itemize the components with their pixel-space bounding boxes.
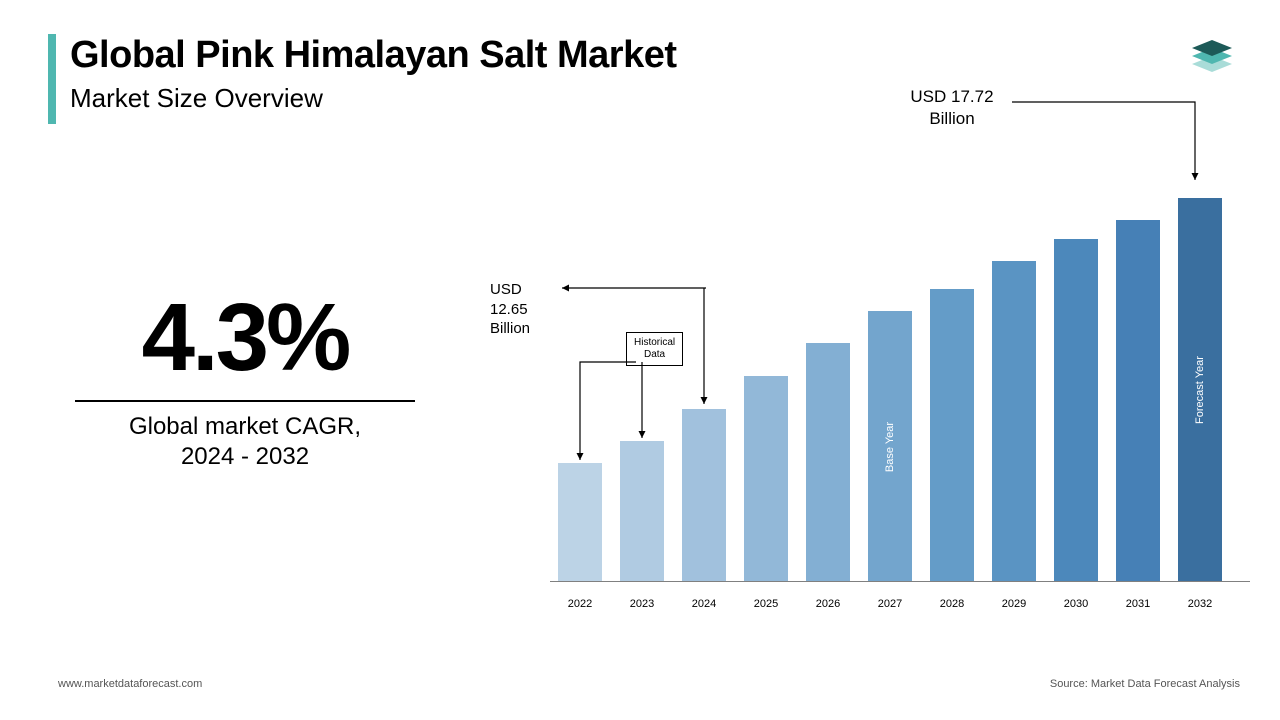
cagr-percent: 4.3% <box>55 290 435 386</box>
bar-2024 <box>682 409 726 582</box>
bar-chart: Base Year Forecast Year 2022 2023 2024 2025 2… <box>550 170 1250 610</box>
bar-inner-label: Forecast Year <box>1194 356 1206 424</box>
x-label: 2023 <box>620 598 664 610</box>
callout-start-line3: Billion <box>490 320 530 337</box>
footer-source: Source: Market Data Forecast Analysis <box>1050 678 1240 690</box>
bar-2027: Base Year <box>868 311 912 582</box>
cagr-divider <box>75 400 415 402</box>
x-label: 2024 <box>682 598 726 610</box>
x-label: 2022 <box>558 598 602 610</box>
bar-2023 <box>620 441 664 582</box>
bar-2032: Forecast Year <box>1178 198 1222 582</box>
callout-start-line1: USD <box>490 281 522 298</box>
bar-2029 <box>992 261 1036 582</box>
chart-plot-area: Base Year Forecast Year <box>550 170 1250 582</box>
bar-2030 <box>1054 239 1098 582</box>
callout-start-line2: 12.65 <box>490 301 528 318</box>
x-label: 2029 <box>992 598 1036 610</box>
callout-end-line2: Billion <box>929 109 974 128</box>
callout-end-line1: USD 17.72 <box>910 87 993 106</box>
bar-2026 <box>806 343 850 582</box>
x-label: 2030 <box>1054 598 1098 610</box>
chart-x-axis <box>550 581 1250 582</box>
cagr-label-line1: Global market CAGR, <box>129 413 361 440</box>
page-subtitle: Market Size Overview <box>70 83 677 114</box>
bar-2031 <box>1116 220 1160 582</box>
bar-2025 <box>744 376 788 582</box>
cagr-label: Global market CAGR, 2024 - 2032 <box>55 412 435 472</box>
cagr-block: 4.3% Global market CAGR, 2024 - 2032 <box>55 290 435 472</box>
page-title: Global Pink Himalayan Salt Market <box>70 34 677 77</box>
x-label: 2032 <box>1178 598 1222 610</box>
footer-url: www.marketdataforecast.com <box>58 678 202 690</box>
bar-inner-label: Base Year <box>884 421 896 471</box>
brand-logo-icon <box>1184 30 1240 91</box>
bar-2022 <box>558 463 602 582</box>
callout-end-value: USD 17.72 Billion <box>892 86 1012 130</box>
title-accent-bar <box>48 34 56 124</box>
bar-2028 <box>930 289 974 582</box>
infographic-root: Global Pink Himalayan Salt Market Market… <box>0 0 1280 720</box>
title-block: Global Pink Himalayan Salt Market Market… <box>48 34 677 114</box>
x-label: 2027 <box>868 598 912 610</box>
x-label: 2028 <box>930 598 974 610</box>
x-label: 2031 <box>1116 598 1160 610</box>
x-label: 2026 <box>806 598 850 610</box>
x-label: 2025 <box>744 598 788 610</box>
cagr-label-line2: 2024 - 2032 <box>181 443 309 470</box>
